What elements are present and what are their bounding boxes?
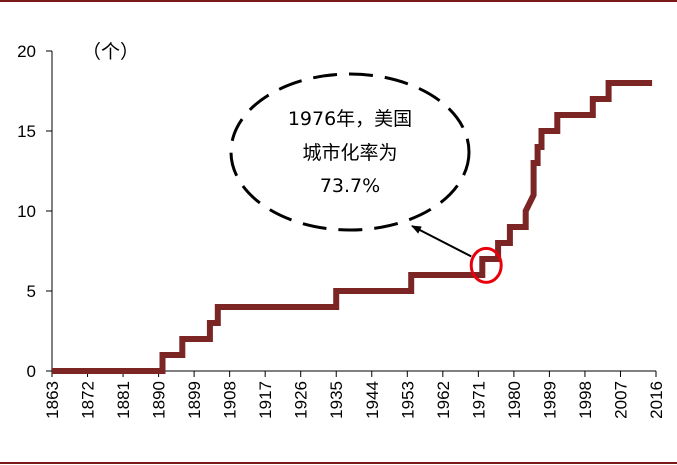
x-tick-label: 1908 [221,381,240,419]
x-tick-label: 1944 [363,381,382,419]
annotation-line-3: 73.7% [320,175,380,197]
x-tick-label: 1872 [79,381,98,419]
axes [51,51,656,372]
y-tick-label: 20 [17,42,36,61]
series-line [52,80,653,374]
x-tick-label: 1881 [114,381,133,419]
y-tick-label: 10 [17,202,36,221]
annotation-callout-ellipse [229,72,471,232]
y-tick-label: 5 [27,282,36,301]
x-tick-label: 1980 [505,381,524,419]
x-tick-label: 2007 [611,381,630,419]
x-tick-label: 1971 [469,381,488,419]
x-tick-label: 1935 [327,381,346,419]
y-tick-label: 15 [17,122,36,141]
x-tick-label: 1962 [434,381,453,419]
annotation: 1976年，美国 城市化率为 73.7% [229,72,503,284]
annotation-arrow [411,225,472,258]
x-tick-label: 1899 [185,381,204,419]
x-axis-ticks: 1863 1872 1881 1890 1899 1908 1917 1926 1935 1944… [43,371,666,419]
x-tick-label: 1953 [398,381,417,419]
highlight-circle [469,246,503,284]
annotation-line-2: 城市化率为 [302,142,397,164]
x-tick-label: 1926 [292,381,311,419]
annotation-line-1: 1976年，美国 [288,108,412,130]
x-tick-label: 1989 [540,381,559,419]
bottom-frame-rule [0,462,677,464]
top-frame-rule [0,0,677,2]
y-axis-ticks: 0 5 10 15 20 [17,42,52,381]
x-tick-label: 1998 [576,381,595,419]
y-tick-label: 0 [27,362,36,381]
y-axis-unit-label: （个） [82,41,139,63]
x-tick-label: 1890 [150,381,169,419]
x-tick-label: 1917 [256,381,275,419]
x-tick-label: 2016 [647,381,666,419]
series-layer [52,80,653,374]
x-tick-label: 1863 [43,381,62,419]
